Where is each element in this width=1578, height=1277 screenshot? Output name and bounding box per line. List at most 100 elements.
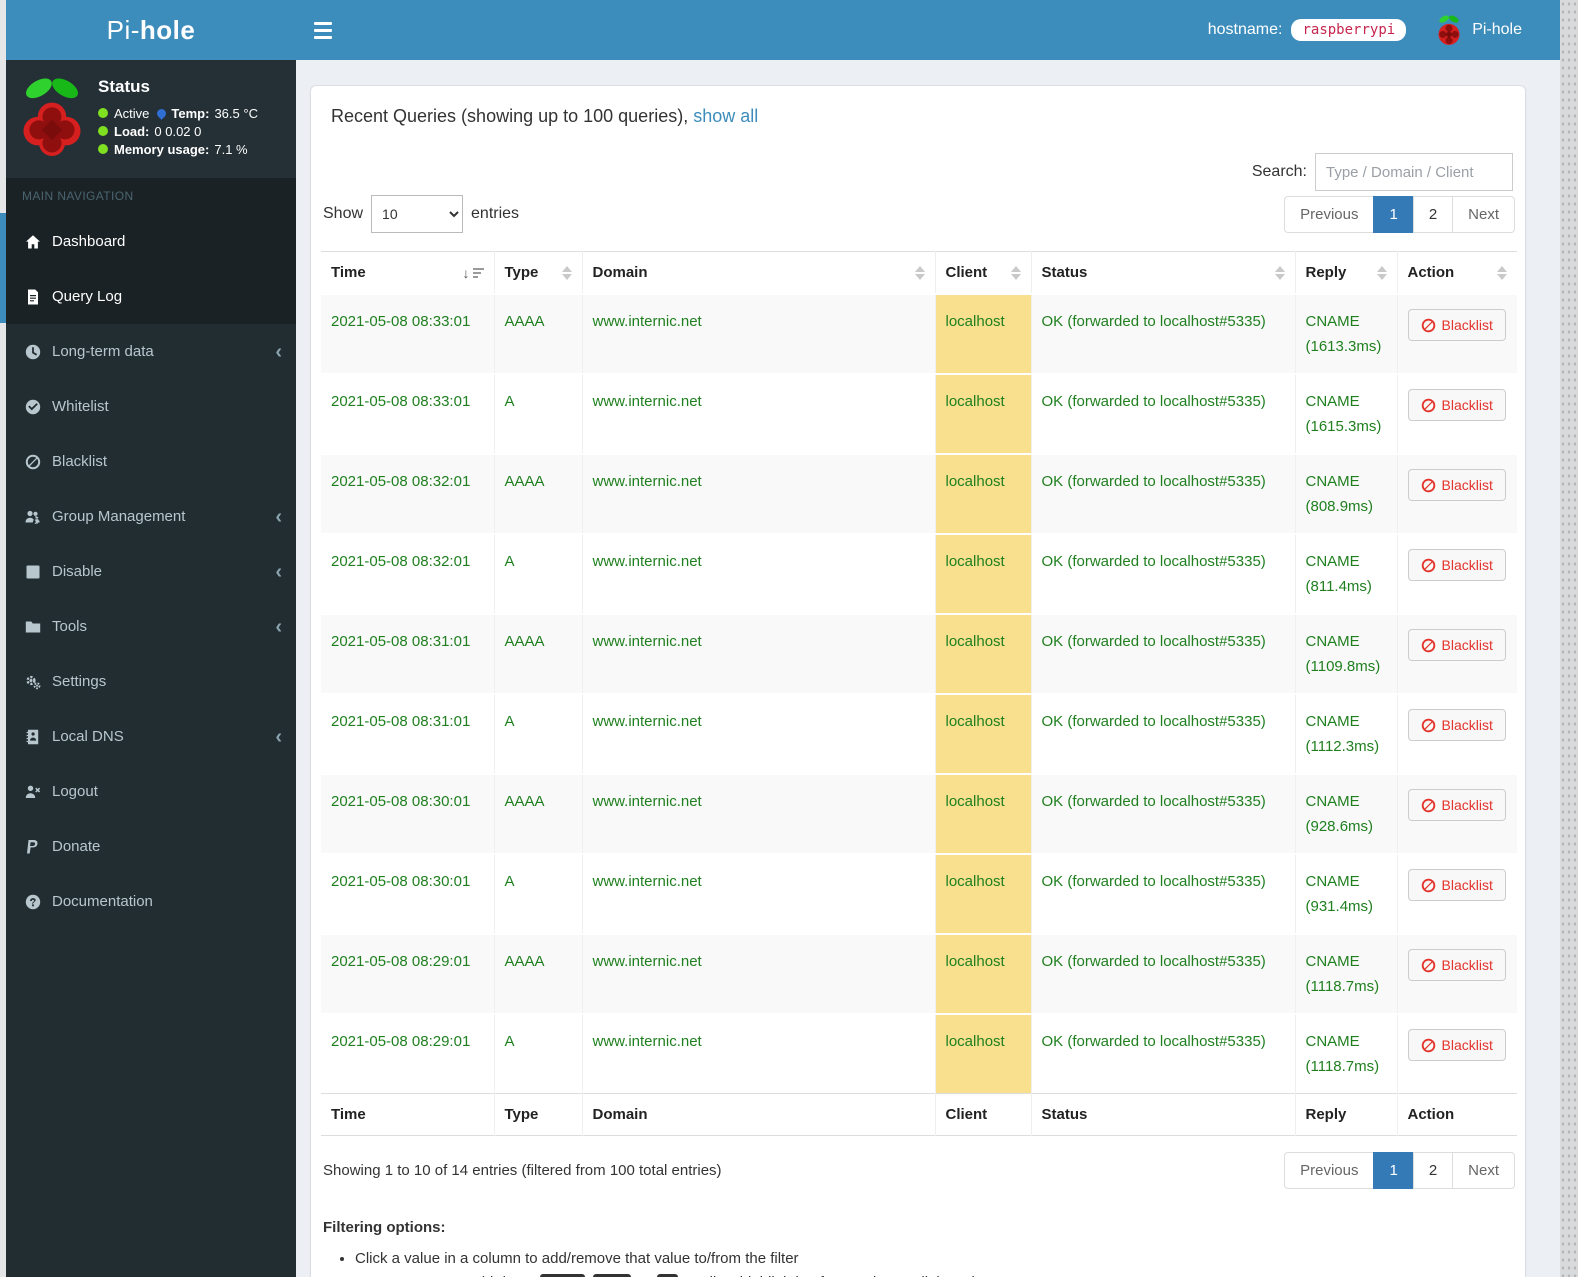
show-all-link[interactable]: show all	[693, 106, 759, 126]
page-1-button[interactable]: 1	[1373, 1152, 1414, 1189]
time-cell[interactable]: 2021-05-08 08:33:01	[321, 374, 494, 454]
reply-cell[interactable]: CNAME (1118.7ms)	[1294, 1014, 1397, 1094]
type-cell[interactable]: A	[493, 534, 582, 614]
sidebar-item[interactable]: Dashboard	[6, 214, 296, 269]
sidebar-item[interactable]: Documentation	[6, 874, 296, 929]
search-input[interactable]	[1315, 153, 1513, 191]
domain-cell[interactable]: www.internic.net	[581, 694, 935, 774]
type-cell[interactable]: AAAA	[493, 774, 582, 854]
column-header-client[interactable]: Client	[934, 251, 1031, 294]
sidebar-item[interactable]: Long-term data ‹	[6, 324, 296, 379]
client-cell[interactable]: localhost	[934, 854, 1031, 934]
sidebar-item[interactable]: Logout	[6, 764, 296, 819]
time-cell[interactable]: 2021-05-08 08:32:01	[321, 534, 494, 614]
sidebar-item[interactable]: Group Management ‹	[6, 489, 296, 544]
sidebar-item[interactable]: Blacklist	[6, 434, 296, 489]
domain-cell[interactable]: www.internic.net	[581, 294, 935, 374]
time-cell[interactable]: 2021-05-08 08:29:01	[321, 934, 494, 1014]
previous-page-button[interactable]: Previous	[1284, 196, 1375, 233]
page-2-button[interactable]: 2	[1412, 196, 1454, 233]
blacklist-button[interactable]: Blacklist	[1407, 549, 1506, 581]
time-cell[interactable]: 2021-05-08 08:31:01	[321, 614, 494, 694]
client-cell[interactable]: localhost	[934, 454, 1031, 534]
blacklist-button[interactable]: Blacklist	[1407, 709, 1506, 741]
column-header-status[interactable]: Status	[1030, 251, 1295, 294]
type-cell[interactable]: AAAA	[493, 454, 582, 534]
blacklist-button[interactable]: Blacklist	[1407, 869, 1506, 901]
sidebar-toggle-button[interactable]	[296, 0, 350, 60]
sidebar-item[interactable]: Disable ‹	[6, 544, 296, 599]
client-cell[interactable]: localhost	[934, 614, 1031, 694]
status-cell[interactable]: OK (forwarded to localhost#5335)	[1030, 854, 1295, 934]
client-cell[interactable]: localhost	[934, 294, 1031, 374]
client-cell[interactable]: localhost	[934, 934, 1031, 1014]
time-cell[interactable]: 2021-05-08 08:29:01	[321, 1014, 494, 1094]
reply-cell[interactable]: CNAME (808.9ms)	[1294, 454, 1397, 534]
client-cell[interactable]: localhost	[934, 1014, 1031, 1094]
type-cell[interactable]: A	[493, 854, 582, 934]
blacklist-button[interactable]: Blacklist	[1407, 309, 1506, 341]
sidebar-scrollbar-thumb[interactable]	[0, 213, 6, 323]
page-length-select[interactable]: 10	[371, 195, 464, 233]
client-cell[interactable]: localhost	[934, 534, 1031, 614]
sidebar-brand[interactable]: Pi-hole	[6, 0, 296, 60]
sidebar-item[interactable]: Settings	[6, 654, 296, 709]
reply-cell[interactable]: CNAME (1118.7ms)	[1294, 934, 1397, 1014]
page-1-button[interactable]: 1	[1373, 196, 1414, 233]
sidebar-item[interactable]: Query Log	[6, 269, 296, 324]
time-cell[interactable]: 2021-05-08 08:32:01	[321, 454, 494, 534]
time-cell[interactable]: 2021-05-08 08:33:01	[321, 294, 494, 374]
status-cell[interactable]: OK (forwarded to localhost#5335)	[1030, 934, 1295, 1014]
type-cell[interactable]: AAAA	[493, 614, 582, 694]
reply-cell[interactable]: CNAME (811.4ms)	[1294, 534, 1397, 614]
page-2-button[interactable]: 2	[1412, 1152, 1454, 1189]
previous-page-button[interactable]: Previous	[1284, 1152, 1375, 1189]
domain-cell[interactable]: www.internic.net	[581, 454, 935, 534]
type-cell[interactable]: AAAA	[493, 934, 582, 1014]
domain-cell[interactable]: www.internic.net	[581, 934, 935, 1014]
client-cell[interactable]: localhost	[934, 374, 1031, 454]
status-cell[interactable]: OK (forwarded to localhost#5335)	[1030, 534, 1295, 614]
sidebar-item[interactable]: Donate	[6, 819, 296, 874]
blacklist-button[interactable]: Blacklist	[1407, 469, 1506, 501]
status-cell[interactable]: OK (forwarded to localhost#5335)	[1030, 614, 1295, 694]
column-header-time[interactable]: Time ↓	[321, 251, 494, 294]
time-cell[interactable]: 2021-05-08 08:31:01	[321, 694, 494, 774]
client-cell[interactable]: localhost	[934, 774, 1031, 854]
domain-cell[interactable]: www.internic.net	[581, 774, 935, 854]
type-cell[interactable]: A	[493, 374, 582, 454]
domain-cell[interactable]: www.internic.net	[581, 534, 935, 614]
time-cell[interactable]: 2021-05-08 08:30:01	[321, 774, 494, 854]
reply-cell[interactable]: CNAME (1613.3ms)	[1294, 294, 1397, 374]
domain-cell[interactable]: www.internic.net	[581, 1014, 935, 1094]
sidebar-item[interactable]: Whitelist	[6, 379, 296, 434]
blacklist-button[interactable]: Blacklist	[1407, 1029, 1506, 1061]
column-header-action[interactable]: Action	[1396, 251, 1517, 294]
domain-cell[interactable]: www.internic.net	[581, 374, 935, 454]
column-header-domain[interactable]: Domain	[581, 251, 935, 294]
column-header-type[interactable]: Type	[493, 251, 582, 294]
reply-cell[interactable]: CNAME (1615.3ms)	[1294, 374, 1397, 454]
sidebar-item[interactable]: Tools ‹	[6, 599, 296, 654]
status-cell[interactable]: OK (forwarded to localhost#5335)	[1030, 1014, 1295, 1094]
status-cell[interactable]: OK (forwarded to localhost#5335)	[1030, 294, 1295, 374]
blacklist-button[interactable]: Blacklist	[1407, 629, 1506, 661]
blacklist-button[interactable]: Blacklist	[1407, 389, 1506, 421]
next-page-button[interactable]: Next	[1452, 196, 1515, 233]
status-cell[interactable]: OK (forwarded to localhost#5335)	[1030, 774, 1295, 854]
sidebar-item[interactable]: Local DNS ‹	[6, 709, 296, 764]
reply-cell[interactable]: CNAME (928.6ms)	[1294, 774, 1397, 854]
type-cell[interactable]: A	[493, 694, 582, 774]
domain-cell[interactable]: www.internic.net	[581, 614, 935, 694]
type-cell[interactable]: A	[493, 1014, 582, 1094]
domain-cell[interactable]: www.internic.net	[581, 854, 935, 934]
status-cell[interactable]: OK (forwarded to localhost#5335)	[1030, 694, 1295, 774]
client-cell[interactable]: localhost	[934, 694, 1031, 774]
reply-cell[interactable]: CNAME (931.4ms)	[1294, 854, 1397, 934]
blacklist-button[interactable]: Blacklist	[1407, 949, 1506, 981]
status-cell[interactable]: OK (forwarded to localhost#5335)	[1030, 374, 1295, 454]
next-page-button[interactable]: Next	[1452, 1152, 1515, 1189]
status-cell[interactable]: OK (forwarded to localhost#5335)	[1030, 454, 1295, 534]
reply-cell[interactable]: CNAME (1109.8ms)	[1294, 614, 1397, 694]
type-cell[interactable]: AAAA	[493, 294, 582, 374]
